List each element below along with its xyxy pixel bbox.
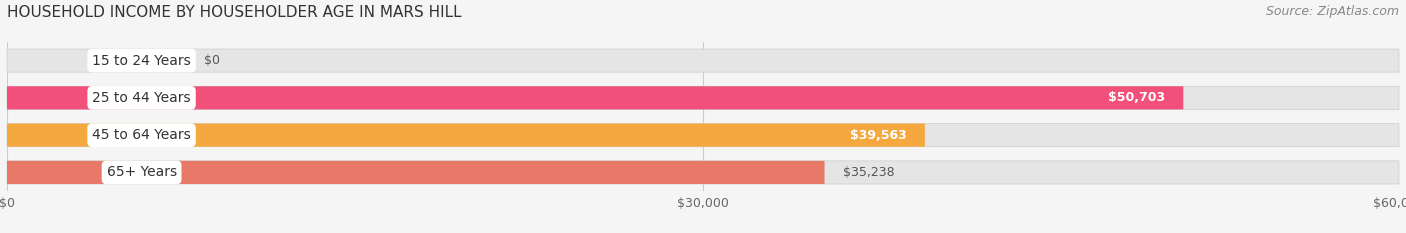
FancyBboxPatch shape: [7, 161, 1399, 184]
FancyBboxPatch shape: [7, 49, 1399, 72]
Text: HOUSEHOLD INCOME BY HOUSEHOLDER AGE IN MARS HILL: HOUSEHOLD INCOME BY HOUSEHOLDER AGE IN M…: [7, 5, 461, 20]
FancyBboxPatch shape: [7, 86, 1399, 110]
FancyBboxPatch shape: [7, 123, 925, 147]
Text: Source: ZipAtlas.com: Source: ZipAtlas.com: [1265, 5, 1399, 18]
FancyBboxPatch shape: [7, 123, 1399, 147]
Text: $50,703: $50,703: [1108, 91, 1164, 104]
Text: 65+ Years: 65+ Years: [107, 165, 177, 179]
Text: $39,563: $39,563: [849, 129, 907, 142]
Text: 25 to 44 Years: 25 to 44 Years: [93, 91, 191, 105]
Text: 45 to 64 Years: 45 to 64 Years: [93, 128, 191, 142]
Text: $0: $0: [204, 54, 221, 67]
FancyBboxPatch shape: [7, 161, 824, 184]
FancyBboxPatch shape: [7, 86, 1184, 110]
Text: 15 to 24 Years: 15 to 24 Years: [93, 54, 191, 68]
Text: $35,238: $35,238: [844, 166, 894, 179]
